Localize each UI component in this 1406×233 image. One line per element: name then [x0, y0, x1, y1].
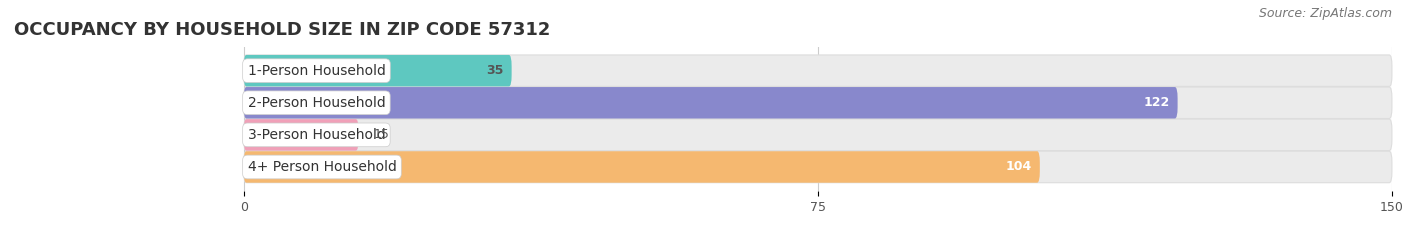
- FancyBboxPatch shape: [243, 55, 1392, 86]
- FancyBboxPatch shape: [243, 119, 1392, 151]
- Text: 1-Person Household: 1-Person Household: [247, 64, 385, 78]
- FancyBboxPatch shape: [243, 151, 1040, 183]
- FancyBboxPatch shape: [243, 55, 512, 86]
- FancyBboxPatch shape: [243, 87, 1178, 119]
- Text: 122: 122: [1143, 96, 1170, 109]
- Text: OCCUPANCY BY HOUSEHOLD SIZE IN ZIP CODE 57312: OCCUPANCY BY HOUSEHOLD SIZE IN ZIP CODE …: [14, 21, 550, 39]
- Text: 2-Person Household: 2-Person Household: [247, 96, 385, 110]
- Text: 15: 15: [374, 128, 389, 141]
- Text: 4+ Person Household: 4+ Person Household: [247, 160, 396, 174]
- Text: 35: 35: [486, 64, 503, 77]
- FancyBboxPatch shape: [243, 151, 1392, 183]
- Text: Source: ZipAtlas.com: Source: ZipAtlas.com: [1258, 7, 1392, 20]
- Text: 104: 104: [1005, 161, 1032, 174]
- FancyBboxPatch shape: [243, 119, 359, 151]
- Text: 3-Person Household: 3-Person Household: [247, 128, 385, 142]
- FancyBboxPatch shape: [243, 87, 1392, 119]
